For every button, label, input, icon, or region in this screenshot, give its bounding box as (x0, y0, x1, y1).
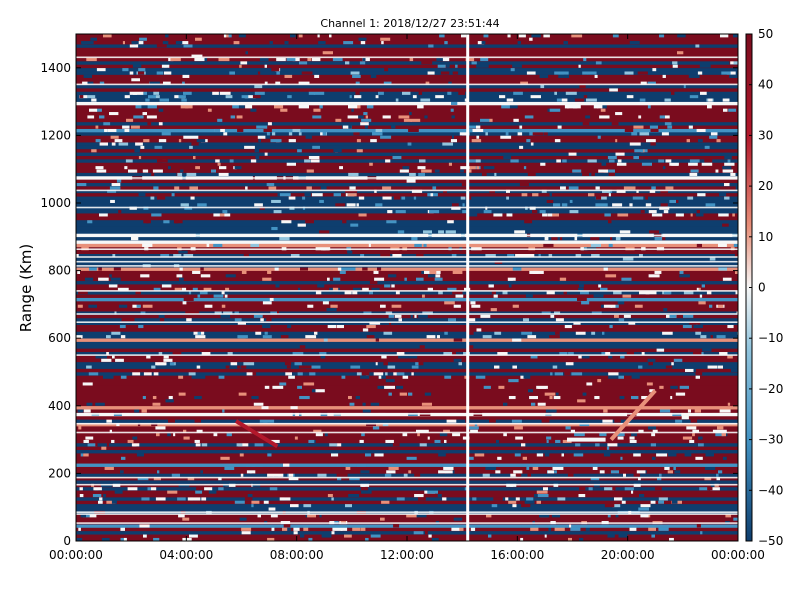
colorbar-tick-label: 20 (758, 179, 773, 193)
chart-title: Channel 1: 2018/12/27 23:51:44 (320, 17, 499, 30)
colorbar: 50 40 30 20 10 0 −10 −20 −30 −40 −50 (745, 27, 783, 548)
x-tick-label: 00:00:00 (49, 548, 103, 562)
y-axis: 0 200 400 600 800 1000 1200 1400 (40, 61, 738, 548)
x-axis: 00:00:00 04:00:00 08:00:00 12:00:00 16:00:00… (49, 34, 765, 562)
x-tick-label: 16:00:00 (490, 548, 544, 562)
colorbar-tick-label: 30 (758, 128, 773, 142)
colorbar-tick-label: −40 (758, 483, 783, 497)
echo-features (234, 389, 657, 449)
y-tick-label: 1400 (40, 61, 71, 75)
x-tick-label: 00:00:00 (711, 548, 765, 562)
y-tick-label: 1000 (40, 196, 71, 210)
y-tick-label: 600 (48, 331, 71, 345)
y-tick-label: 800 (48, 264, 71, 278)
y-axis-label: Range (Km) (17, 244, 35, 332)
colorbar-tick-label: −50 (758, 534, 783, 548)
echo-feature-2 (609, 389, 657, 441)
y-tick-label: 0 (63, 534, 71, 548)
x-tick-label: 08:00:00 (270, 548, 324, 562)
y-tick-label: 200 (48, 466, 71, 480)
colorbar-tick-label: 40 (758, 78, 773, 92)
y-tick-label: 1200 (40, 128, 71, 142)
x-tick-label: 20:00:00 (601, 548, 655, 562)
colorbar-tick-label: −30 (758, 433, 783, 447)
colorbar-tick-label: −10 (758, 331, 783, 345)
colorbar-tick-label: 50 (758, 27, 773, 41)
missing-data-gap (466, 34, 470, 541)
colorbar-tick-label: 0 (758, 281, 766, 295)
y-tick-label: 400 (48, 399, 71, 413)
x-tick-label: 12:00:00 (380, 548, 434, 562)
echo-feature-1 (234, 419, 279, 449)
colorbar-tick-label: 10 (758, 230, 773, 244)
colorbar-tick-label: −20 (758, 382, 783, 396)
heatmap-cells (76, 34, 738, 542)
x-tick-label: 04:00:00 (159, 548, 213, 562)
